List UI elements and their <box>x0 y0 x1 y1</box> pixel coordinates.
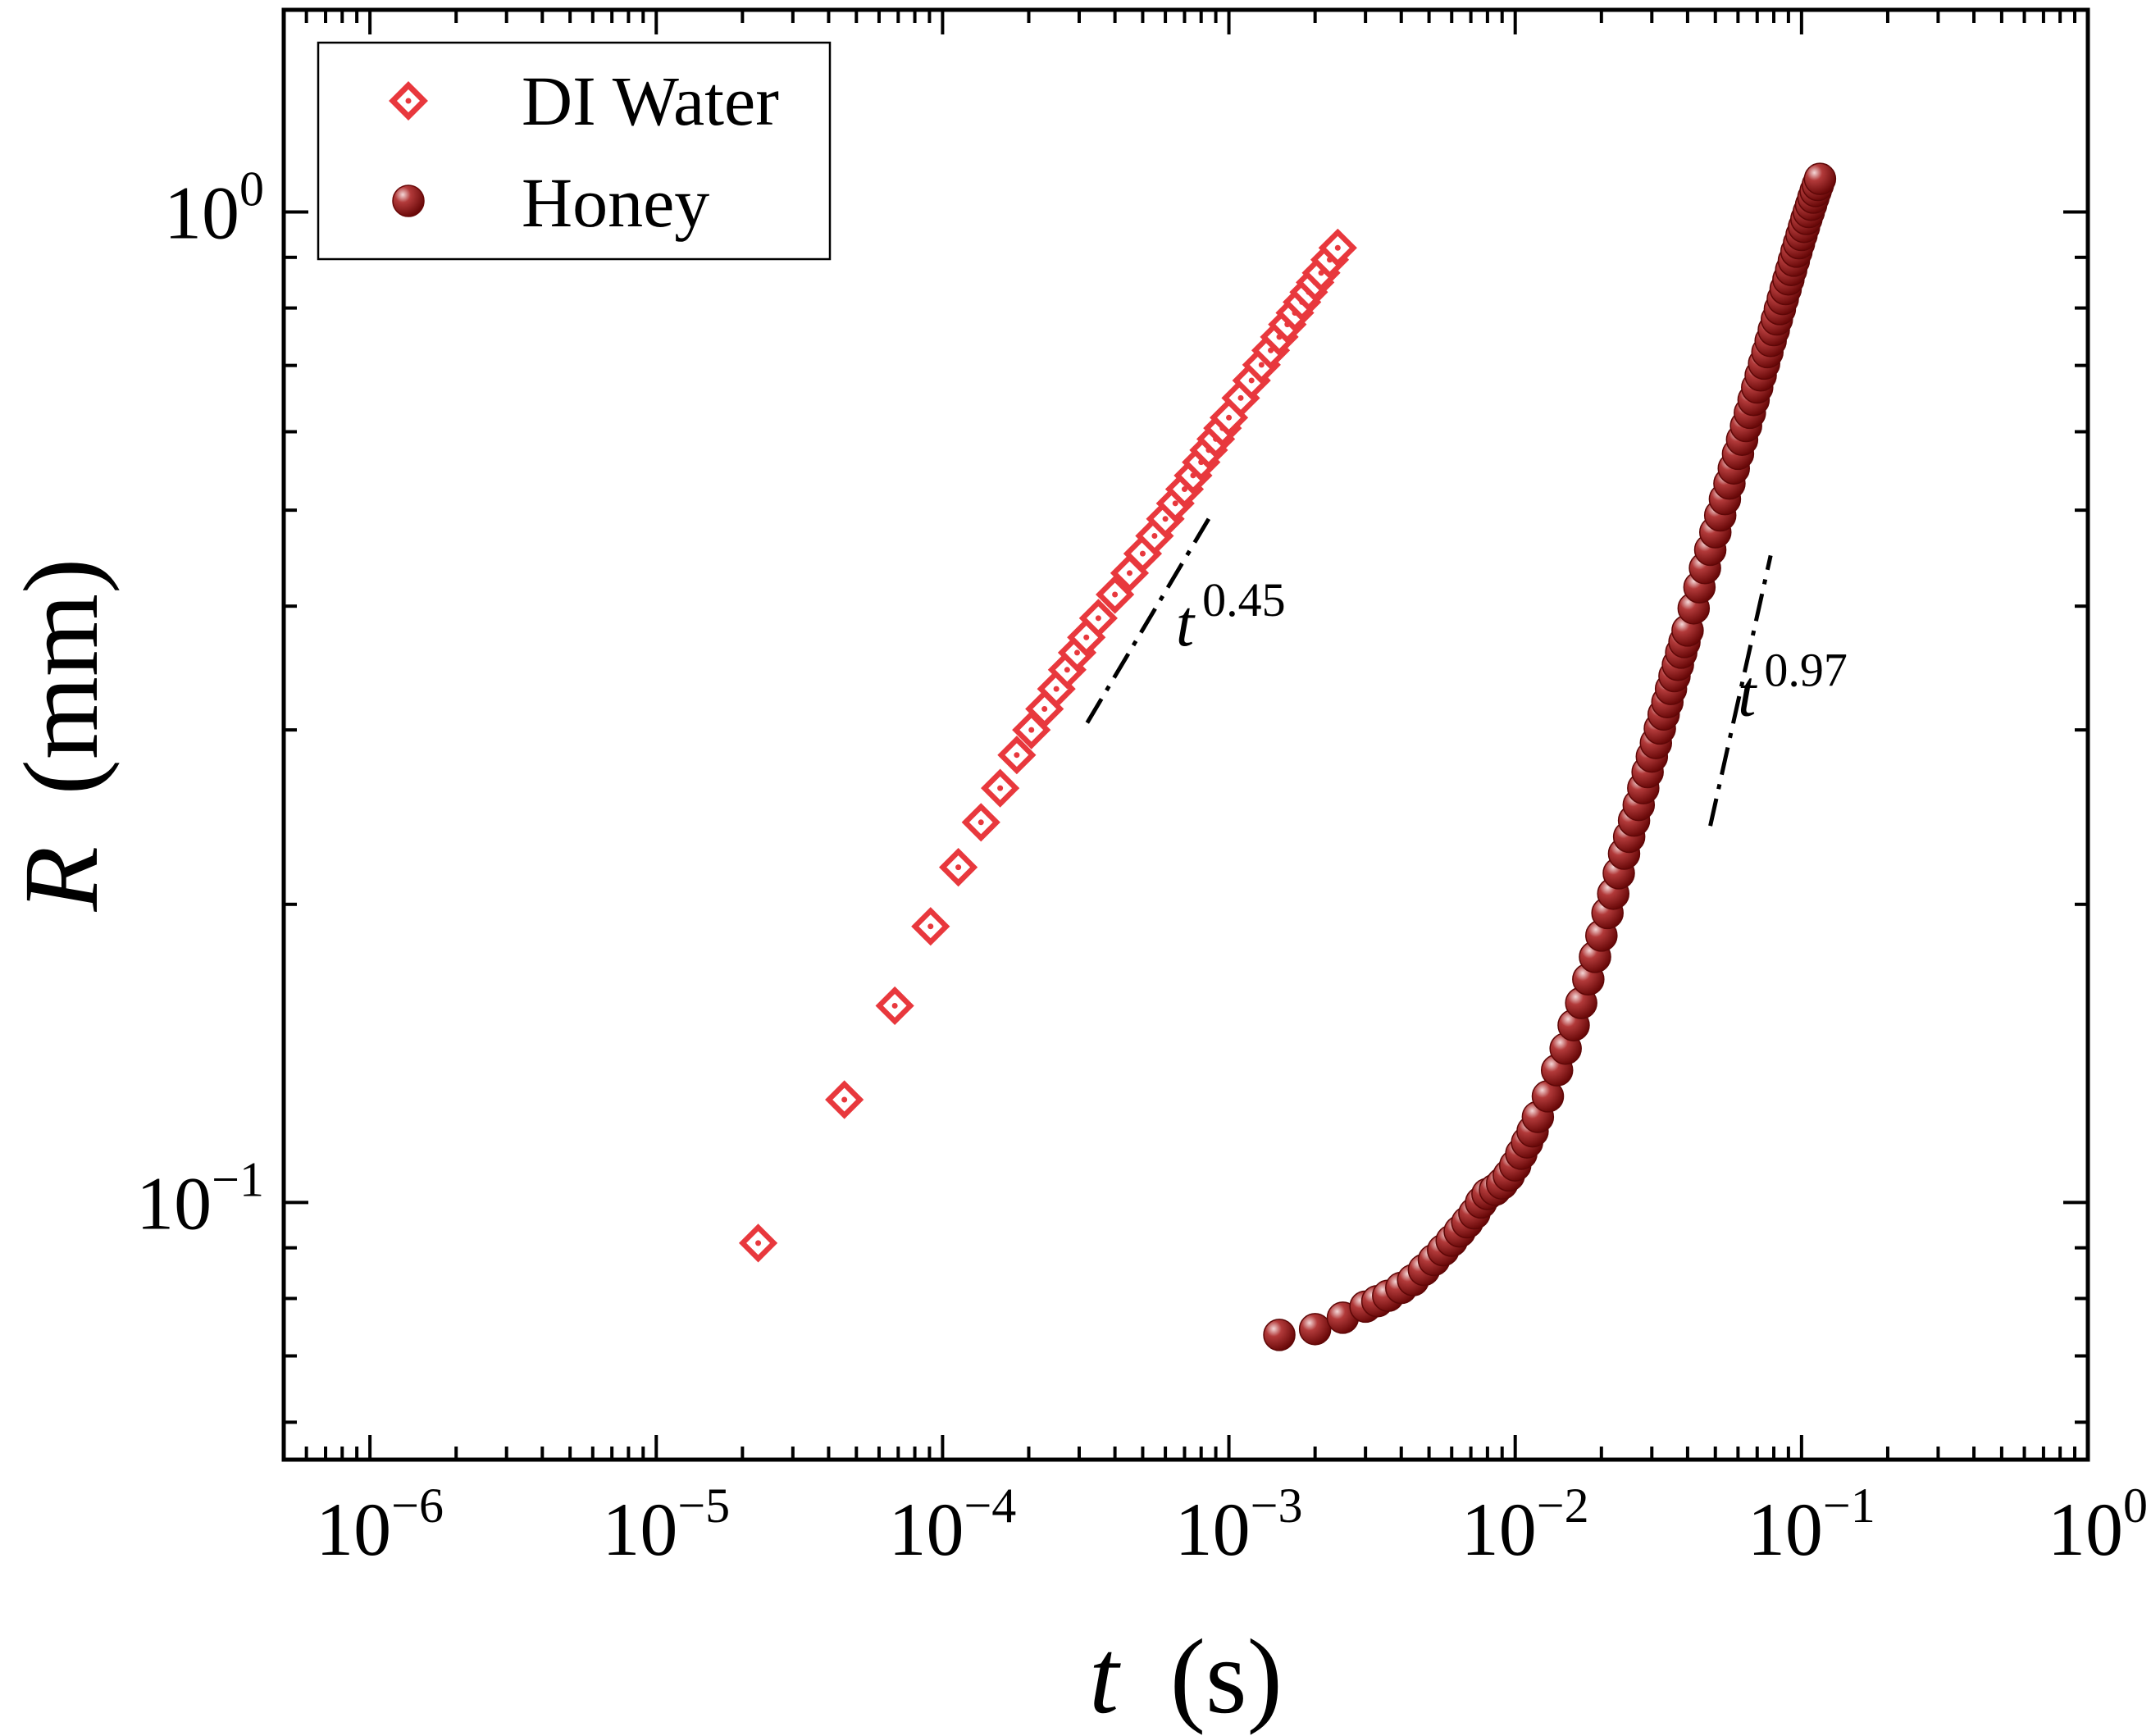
x-axis-symbol: t <box>1089 1618 1121 1736</box>
data-point-di-water <box>1078 599 1118 638</box>
x-tick-label: 10−3 <box>1175 1479 1303 1571</box>
guide-line-1 <box>1085 517 1211 724</box>
data-point-di-water <box>1318 228 1357 267</box>
x-axis-label: t (s) <box>1089 1618 1283 1736</box>
y-axis-tick-labels: 10−1 100 <box>136 162 264 1246</box>
data-point-di-water <box>738 1223 778 1263</box>
data-point-di-water <box>939 847 978 887</box>
y-axis-ticks <box>284 210 2088 1424</box>
legend-entry-di-water: DI Water <box>389 62 779 140</box>
legend-circle-marker-icon <box>392 185 425 217</box>
x-tick-label: 10−5 <box>602 1479 730 1571</box>
data-point-honey <box>1803 162 1837 195</box>
guide-label-2: t 0.97 <box>1738 643 1848 730</box>
y-axis-label: R (mm) <box>2 558 121 913</box>
guide-lines: t 0.45 t 0.97 <box>1085 517 1848 827</box>
x-axis-ticks <box>282 10 2089 1460</box>
x-tick-label: 10−2 <box>1461 1479 1589 1571</box>
x-tick-label: 100 <box>2048 1479 2148 1571</box>
legend-diamond-dot-icon <box>405 98 412 104</box>
data-point-di-water <box>825 1080 864 1119</box>
x-tick-label: 10−4 <box>888 1479 1016 1571</box>
plot-area: t 0.45 t 0.97 <box>281 7 2090 1462</box>
data-point-di-water <box>981 768 1020 808</box>
x-tick-label: 10−6 <box>316 1479 444 1571</box>
legend: DI Water Honey <box>317 41 832 261</box>
y-axis-unit: (mm) <box>2 558 121 795</box>
y-tick-label: 10−1 <box>136 1152 264 1245</box>
legend-entry-honey: Honey <box>392 163 709 242</box>
series-honey <box>1263 162 1837 1351</box>
data-point-di-water <box>911 907 950 946</box>
series-di-water <box>738 228 1357 1263</box>
guide-label-1: t 0.45 <box>1176 573 1286 660</box>
data-point-di-water <box>997 736 1037 775</box>
data-point-di-water <box>1096 575 1135 614</box>
guide-line-2 <box>1708 554 1773 827</box>
data-point-di-water <box>875 986 914 1026</box>
legend-label-honey: Honey <box>522 163 709 242</box>
x-axis-tick-labels: 10−6 10−5 10−4 10−3 10−2 10−1 100 <box>316 1479 2148 1571</box>
data-point-di-water <box>961 803 1000 842</box>
legend-box <box>317 41 832 261</box>
legend-label-di-water: DI Water <box>522 62 779 140</box>
data-point-honey <box>1298 1313 1332 1346</box>
y-axis-symbol: R <box>2 846 121 912</box>
y-tick-label: 100 <box>164 162 264 255</box>
x-tick-label: 10−1 <box>1748 1479 1875 1571</box>
x-axis-unit: (s) <box>1170 1618 1283 1736</box>
data-point-honey <box>1263 1319 1296 1351</box>
